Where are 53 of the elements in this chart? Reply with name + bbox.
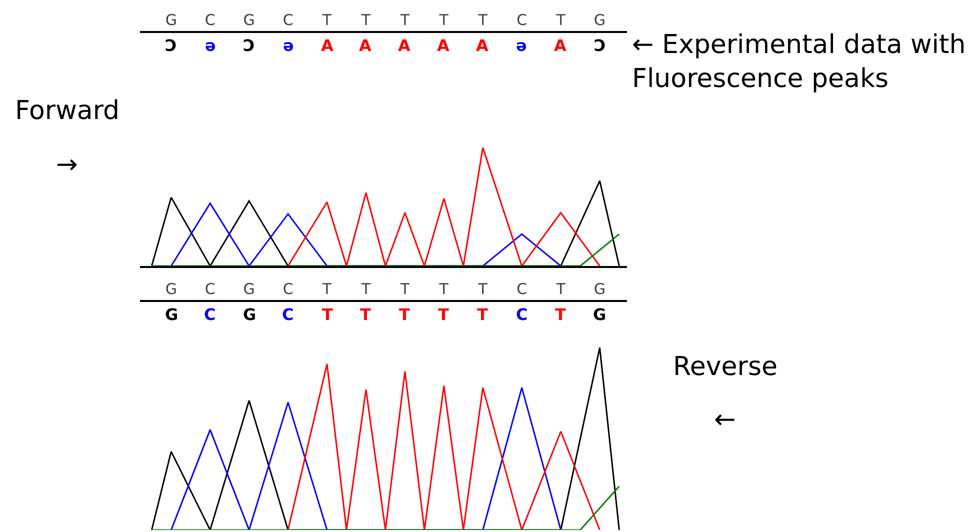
text: ə xyxy=(516,36,527,55)
x-tick-label: C xyxy=(204,280,216,298)
x-tick-label: T xyxy=(555,280,566,298)
text: Ɔ xyxy=(594,36,606,55)
text: A xyxy=(359,36,372,55)
text: → xyxy=(56,150,78,180)
text: Ɔ xyxy=(243,36,255,55)
x-tick-label: G xyxy=(243,280,255,298)
x-tick-label: T xyxy=(360,11,372,29)
x-tick-label: T xyxy=(438,11,450,29)
text: C xyxy=(516,305,528,324)
x-tick-label: T xyxy=(360,280,372,298)
x-tick-label: C xyxy=(204,11,216,29)
text: T xyxy=(555,305,566,324)
x-tick-label: C xyxy=(282,280,294,298)
text: ← Experimental data with Fluorescence peaks xyxy=(632,30,966,94)
text: T xyxy=(322,305,333,324)
text: A xyxy=(321,36,334,55)
x-tick-label: T xyxy=(438,280,450,298)
x-tick-label: T xyxy=(399,11,410,29)
x-tick-label: T xyxy=(321,11,332,29)
text: T xyxy=(399,305,410,324)
text: G xyxy=(243,305,256,324)
text: ə xyxy=(205,36,216,55)
x-tick-label: G xyxy=(594,11,606,29)
text: A xyxy=(437,36,450,55)
text: A xyxy=(398,36,411,55)
text: Ɔ xyxy=(165,36,177,55)
text: C xyxy=(204,305,216,324)
text: G xyxy=(593,305,606,324)
text: T xyxy=(438,305,449,324)
text: Forward xyxy=(15,96,120,126)
text: ← xyxy=(714,405,736,435)
x-tick-label: T xyxy=(555,11,566,29)
x-tick-label: C xyxy=(516,11,528,29)
text: G xyxy=(165,305,178,324)
text: ə xyxy=(283,36,294,55)
text: T xyxy=(477,305,488,324)
x-tick-label: G xyxy=(594,280,606,298)
x-tick-label: C xyxy=(282,11,294,29)
x-tick-label: G xyxy=(165,11,177,29)
text: C xyxy=(282,305,294,324)
x-tick-label: T xyxy=(477,280,488,298)
text: T xyxy=(360,305,371,324)
x-tick-label: G xyxy=(165,280,177,298)
x-tick-label: C xyxy=(516,280,528,298)
text: Reverse xyxy=(673,352,778,382)
x-tick-label: G xyxy=(243,11,255,29)
text: A xyxy=(476,36,489,55)
x-tick-label: T xyxy=(321,280,332,298)
text: A xyxy=(554,36,567,55)
x-tick-label: T xyxy=(477,11,488,29)
x-tick-label: T xyxy=(399,280,410,298)
